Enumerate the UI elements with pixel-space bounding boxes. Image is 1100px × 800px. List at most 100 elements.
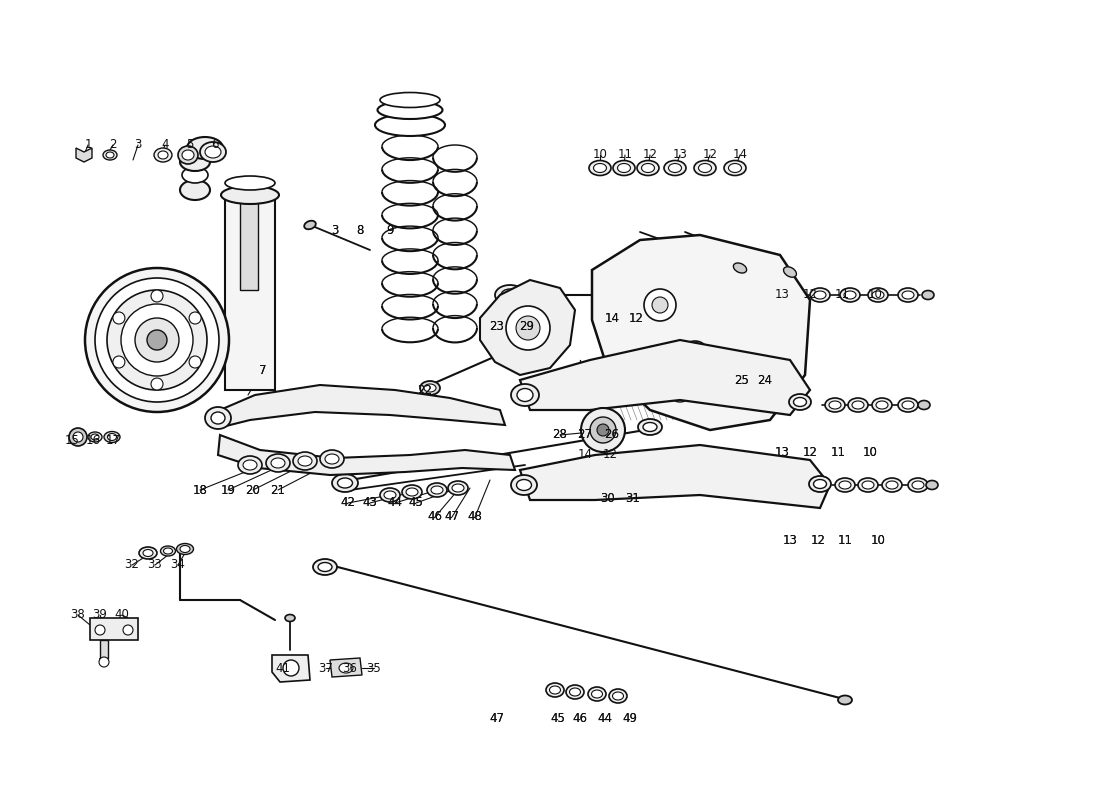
Text: 3: 3	[331, 223, 339, 237]
Ellipse shape	[139, 547, 157, 559]
Text: 45: 45	[408, 497, 424, 510]
Ellipse shape	[592, 690, 603, 698]
Ellipse shape	[187, 137, 223, 159]
Polygon shape	[513, 325, 516, 360]
Circle shape	[189, 356, 201, 368]
Ellipse shape	[406, 488, 418, 496]
Ellipse shape	[384, 491, 396, 499]
Text: 27: 27	[578, 429, 593, 442]
Text: 12: 12	[628, 311, 643, 325]
Ellipse shape	[839, 481, 851, 489]
Circle shape	[506, 306, 550, 350]
Ellipse shape	[205, 146, 221, 158]
Text: 11: 11	[830, 446, 846, 458]
Ellipse shape	[375, 114, 446, 136]
Ellipse shape	[898, 288, 918, 302]
Text: 15: 15	[65, 434, 79, 446]
Text: 9: 9	[386, 223, 394, 237]
Text: 31: 31	[626, 491, 640, 505]
Polygon shape	[508, 325, 512, 360]
Ellipse shape	[613, 692, 624, 700]
Text: 46: 46	[428, 510, 442, 523]
Ellipse shape	[377, 101, 442, 119]
Ellipse shape	[638, 419, 662, 435]
Text: 46: 46	[428, 510, 442, 523]
Ellipse shape	[838, 695, 853, 705]
Text: 28: 28	[552, 429, 568, 442]
Text: 39: 39	[92, 609, 108, 622]
Ellipse shape	[724, 161, 746, 175]
Ellipse shape	[424, 384, 436, 392]
Text: 47: 47	[444, 510, 460, 523]
Ellipse shape	[420, 381, 440, 395]
Ellipse shape	[180, 180, 210, 200]
Text: 49: 49	[623, 711, 638, 725]
Ellipse shape	[882, 478, 902, 492]
Polygon shape	[534, 325, 536, 360]
Text: 44: 44	[387, 497, 403, 510]
Text: 44: 44	[387, 497, 403, 510]
Ellipse shape	[178, 146, 198, 164]
Ellipse shape	[814, 291, 826, 299]
Ellipse shape	[318, 562, 332, 571]
Text: 46: 46	[572, 711, 587, 725]
Ellipse shape	[91, 434, 99, 440]
Circle shape	[597, 424, 609, 436]
Ellipse shape	[594, 163, 606, 173]
Text: 1: 1	[85, 138, 91, 151]
Text: 14: 14	[605, 311, 619, 325]
Text: 12: 12	[628, 311, 643, 325]
Circle shape	[107, 290, 207, 390]
Polygon shape	[330, 658, 362, 677]
Ellipse shape	[908, 478, 928, 492]
Text: 13: 13	[774, 289, 790, 302]
Ellipse shape	[886, 481, 898, 489]
Ellipse shape	[814, 479, 826, 489]
Circle shape	[121, 304, 192, 376]
Text: 8: 8	[356, 223, 364, 237]
Polygon shape	[272, 655, 310, 682]
Ellipse shape	[848, 398, 868, 412]
Circle shape	[189, 312, 201, 324]
Ellipse shape	[339, 663, 353, 673]
Text: 5: 5	[186, 138, 194, 151]
Text: 40: 40	[114, 609, 130, 622]
Ellipse shape	[180, 153, 210, 171]
Text: 27: 27	[578, 429, 593, 442]
Text: 3: 3	[331, 223, 339, 237]
Circle shape	[95, 625, 104, 635]
Ellipse shape	[495, 285, 525, 305]
Ellipse shape	[271, 458, 285, 468]
Ellipse shape	[613, 161, 635, 175]
Ellipse shape	[789, 394, 811, 410]
Ellipse shape	[164, 548, 173, 554]
Ellipse shape	[566, 685, 584, 699]
Text: 42: 42	[341, 497, 355, 510]
Text: 10: 10	[593, 149, 607, 162]
Ellipse shape	[546, 683, 564, 697]
Text: 25: 25	[735, 374, 749, 386]
Ellipse shape	[918, 401, 930, 410]
Text: 6: 6	[211, 138, 219, 151]
Polygon shape	[100, 640, 108, 658]
Text: 11: 11	[617, 149, 632, 162]
Circle shape	[681, 341, 710, 369]
Text: 11: 11	[837, 534, 852, 546]
Text: 18: 18	[192, 483, 208, 497]
Text: 14: 14	[733, 149, 748, 162]
Ellipse shape	[182, 150, 194, 160]
Text: 45: 45	[551, 711, 565, 725]
Ellipse shape	[868, 288, 888, 302]
Text: 12: 12	[803, 289, 817, 302]
Text: 12: 12	[603, 449, 617, 462]
Ellipse shape	[694, 161, 716, 175]
Text: 36: 36	[342, 662, 358, 674]
Ellipse shape	[835, 478, 855, 492]
Ellipse shape	[298, 456, 312, 466]
Circle shape	[688, 348, 702, 362]
Circle shape	[85, 268, 229, 412]
Text: 19: 19	[220, 483, 235, 497]
Text: 13: 13	[782, 534, 797, 546]
Ellipse shape	[180, 546, 190, 553]
Ellipse shape	[332, 474, 358, 492]
